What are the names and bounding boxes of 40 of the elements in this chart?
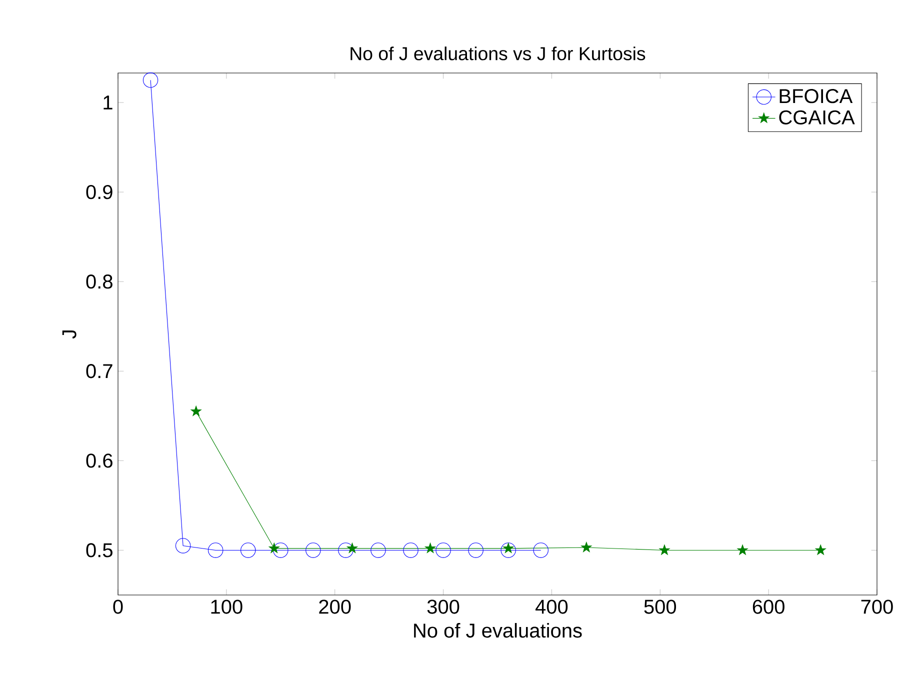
point <box>737 544 748 555</box>
y-tick-label: 1 <box>104 96 112 110</box>
point <box>403 542 418 558</box>
x-tick-label: 300 <box>427 600 460 614</box>
point <box>240 542 256 558</box>
point <box>346 542 358 554</box>
x-tick-label: 200 <box>319 600 351 614</box>
point <box>190 406 202 416</box>
point <box>424 542 436 554</box>
point <box>142 72 158 88</box>
y-axis-title: J <box>62 330 76 339</box>
point <box>468 542 484 558</box>
y-tick-label: 0.5 <box>86 543 112 558</box>
x-tick-label: 100 <box>211 600 242 614</box>
x-tick-label: 700 <box>861 600 893 614</box>
point <box>273 542 288 558</box>
point <box>175 538 191 554</box>
point <box>268 542 280 554</box>
x-tick-label: 0 <box>113 600 123 614</box>
y-tick-label: 0.7 <box>86 364 112 378</box>
point <box>659 544 670 555</box>
x-tick-label: 600 <box>752 600 784 614</box>
point <box>815 544 826 555</box>
legend-label: BFOICA <box>780 89 853 104</box>
x-tick-label: 500 <box>644 600 676 614</box>
point <box>581 542 592 552</box>
point <box>500 542 516 558</box>
x-tick-label: 400 <box>535 600 568 614</box>
point <box>436 542 451 558</box>
legend-label: CGAICA <box>779 110 855 124</box>
point <box>338 542 354 558</box>
point <box>208 542 224 558</box>
chart-title: No of J evaluations vs J for Kurtosis <box>350 46 646 60</box>
y-tick-label: 0.9 <box>86 184 112 200</box>
y-tick-label: 0.6 <box>86 454 112 468</box>
point <box>306 542 321 558</box>
point <box>533 542 548 558</box>
point <box>370 542 386 558</box>
x-axis-title: No of J evaluations <box>414 623 582 638</box>
y-tick-label: 0.8 <box>86 274 112 289</box>
